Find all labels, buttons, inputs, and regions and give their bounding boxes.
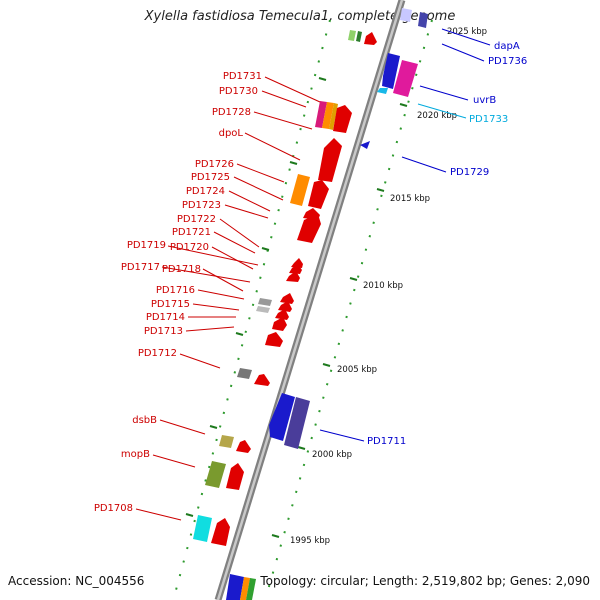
gene-label-uvrb[interactable]: uvrB <box>473 95 496 106</box>
gene-block <box>237 368 252 379</box>
gene-arrow <box>364 32 377 45</box>
gene-block <box>284 397 310 449</box>
gene-block <box>219 435 234 448</box>
left-leader-lines <box>135 76 321 521</box>
gene-block <box>356 31 362 42</box>
gene-arrow <box>360 141 370 149</box>
gene-label-pd1722[interactable]: PD1722 <box>177 214 216 225</box>
scale-label: 2010 kbp <box>363 281 403 291</box>
right-major-ticks <box>271 103 408 538</box>
gene-block <box>240 577 250 600</box>
gene-arrow <box>286 271 300 282</box>
gene-block <box>290 174 310 206</box>
gene-label-pd1725[interactable]: PD1725 <box>191 172 230 183</box>
gene-arrow <box>280 293 294 304</box>
gene-arrow <box>297 214 321 243</box>
gene-block <box>393 60 418 97</box>
gene-arrow <box>333 105 352 133</box>
right-gene-labels: dapA PD1736 uvrB PD1733 PD1729 PD1711 <box>367 41 527 447</box>
gene-label-dpol[interactable]: dpoL <box>219 128 244 139</box>
accession-text: Accession: NC_004556 <box>8 574 145 588</box>
gene-arrow <box>291 258 303 268</box>
gene-label-pd1720[interactable]: PD1720 <box>170 242 209 253</box>
gene-arrow <box>269 393 295 441</box>
gene-block <box>193 515 212 542</box>
right-leader-lines <box>319 28 491 442</box>
gene-block <box>226 574 244 600</box>
gene-label-pd1717[interactable]: PD1717 <box>121 262 160 273</box>
gene-arrow <box>377 88 388 94</box>
gene-arrow <box>265 332 283 347</box>
scale-label: 1995 kbp <box>290 536 330 546</box>
gene-label-pd1729[interactable]: PD1729 <box>450 167 489 178</box>
gene-label-pd1714[interactable]: PD1714 <box>146 312 185 323</box>
map-title: Xylella fastidiosa Temecula1, complete g… <box>144 9 456 24</box>
gene-arrow <box>275 309 289 320</box>
gene-arrow <box>308 180 329 209</box>
gene-label-pd1721[interactable]: PD1721 <box>172 227 211 238</box>
gene-label-pd1730[interactable]: PD1730 <box>219 86 258 97</box>
forward-genes <box>193 30 377 600</box>
gene-arrow <box>289 264 302 274</box>
gene-arrow <box>382 53 400 89</box>
gene-label-pd1711[interactable]: PD1711 <box>367 436 406 447</box>
gene-label-pd1715[interactable]: PD1715 <box>151 299 190 310</box>
gene-label-pd1718[interactable]: PD1718 <box>162 264 201 275</box>
scale-label: 2000 kbp <box>312 450 352 460</box>
gene-label-dsbb[interactable]: dsbB <box>132 415 157 426</box>
scale-label: 2025 kbp <box>447 27 487 37</box>
gene-arrow <box>226 463 244 490</box>
gene-label-pd1713[interactable]: PD1713 <box>144 326 183 337</box>
genome-summary-text: Topology: circular; Length: 2,519,802 bp… <box>260 574 590 588</box>
scale-labels: 2025 kbp 2020 kbp 2015 kbp 2010 kbp 2005… <box>290 27 487 546</box>
gene-label-pd1724[interactable]: PD1724 <box>186 186 225 197</box>
gene-label-mopb[interactable]: mopB <box>121 449 150 460</box>
gene-label-pd1731[interactable]: PD1731 <box>223 71 262 82</box>
gene-block <box>258 298 272 306</box>
gene-arrow <box>318 138 342 182</box>
gene-arrow <box>272 317 287 331</box>
gene-label-pd1726[interactable]: PD1726 <box>195 159 234 170</box>
gene-arrow <box>254 374 270 386</box>
gene-arrow <box>236 440 251 453</box>
gene-block <box>246 578 256 600</box>
gene-label-pd1733[interactable]: PD1733 <box>469 114 508 125</box>
gene-label-pd1723[interactable]: PD1723 <box>182 200 221 211</box>
gene-block <box>348 30 356 41</box>
scale-label: 2020 kbp <box>417 111 457 121</box>
gene-label-pd1712[interactable]: PD1712 <box>138 348 177 359</box>
gene-label-pd1719[interactable]: PD1719 <box>127 240 166 251</box>
gene-block <box>315 101 327 128</box>
scale-label: 2005 kbp <box>337 365 377 375</box>
gene-label-pd1708[interactable]: PD1708 <box>94 503 133 514</box>
right-dotted-track <box>267 19 433 591</box>
gene-block <box>322 102 334 129</box>
gene-block <box>329 103 338 130</box>
gene-arrow <box>278 301 292 312</box>
gene-label-pd1736[interactable]: PD1736 <box>488 56 527 67</box>
reverse-genes <box>269 8 428 449</box>
gene-block <box>256 306 270 313</box>
scale-label: 2015 kbp <box>390 194 430 204</box>
gene-label-pd1716[interactable]: PD1716 <box>156 285 195 296</box>
genome-backbone <box>214 0 406 600</box>
gene-block <box>205 461 226 488</box>
gene-arrow <box>211 518 230 546</box>
left-major-ticks <box>185 77 327 517</box>
left-gene-labels: PD1731 PD1730 PD1728 dpoL PD1726 PD1725 … <box>94 71 262 514</box>
gene-block <box>418 12 428 28</box>
gene-block <box>400 8 412 22</box>
gene-label-pd1728[interactable]: PD1728 <box>212 107 251 118</box>
gene-label-dapa[interactable]: dapA <box>494 41 520 52</box>
left-dotted-track <box>175 19 331 591</box>
